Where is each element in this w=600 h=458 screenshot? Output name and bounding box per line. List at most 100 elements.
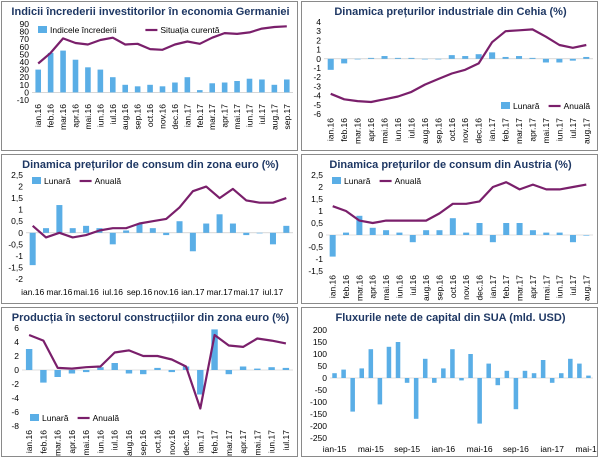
bar-mark — [221, 82, 228, 93]
x-tick-label: feb.16 — [38, 430, 48, 454]
y-tick-label: 2,5 — [11, 170, 23, 180]
bar-mark — [515, 56, 523, 59]
bar-mark — [332, 373, 337, 378]
chart-panel-us-capital-flows: Fluxurile nete de capital din SUA (mld. … — [301, 307, 598, 457]
y-tick-label: -150 — [310, 409, 327, 419]
bar-mark — [432, 378, 437, 383]
x-tick-label: iun.16 — [95, 104, 105, 127]
bar-mark — [239, 366, 247, 370]
y-tick-label: -200 — [310, 421, 327, 431]
x-tick-label: sep.17 — [282, 104, 292, 130]
x-tick-label: sep.16 — [127, 287, 153, 297]
y-tick-label: 2 — [18, 182, 23, 192]
x-tick-label: iun.16 — [95, 430, 105, 453]
x-tick-label: mai-16 — [467, 444, 493, 454]
y-tick-label: 150 — [313, 337, 327, 347]
line-series-mark — [28, 333, 287, 410]
legend-line-label: Anuală — [93, 413, 120, 423]
germany-investor-chart: Indicii încrederii investitorilor în eco… — [11, 6, 293, 130]
bar-mark — [256, 232, 263, 234]
y-tick-label: 0 — [18, 228, 23, 238]
y-tick-label: -1,5 — [8, 262, 23, 272]
bar-mark — [283, 225, 290, 233]
bar-mark — [549, 378, 555, 383]
bar-mark — [356, 215, 363, 235]
y-tick-label: 2,5 — [311, 170, 323, 180]
bar-mark — [486, 363, 491, 378]
y-tick-label: 0 — [24, 87, 29, 97]
chart-panel-germany-investor: Indicii încrederii investitorilor în eco… — [1, 1, 298, 151]
legend-bar-label: Lunară — [42, 413, 69, 423]
bar-mark — [558, 373, 564, 378]
bar-mark — [341, 369, 346, 378]
chart-panel-austria-cpi: Dinamica prețurilor de consum din Austri… — [301, 154, 598, 304]
bar-mark — [421, 58, 428, 60]
bar-mark — [540, 360, 546, 378]
y-tick-label: 0 — [316, 54, 321, 64]
legend-line-label: Anuală — [95, 176, 122, 186]
y-tick-label: 0,5 — [11, 216, 23, 226]
bar-mark — [476, 223, 483, 235]
austria-cpi-chart: Dinamica prețurilor de consum din Austri… — [308, 159, 593, 301]
x-tick-label: ian.17 — [487, 118, 497, 141]
us-capital-flows-chart: Fluxurile nete de capital din SUA (mld. … — [310, 312, 597, 454]
y-tick-label: 30 — [20, 65, 30, 75]
bar-mark — [282, 367, 290, 370]
x-tick-label: mai.17 — [232, 104, 242, 130]
x-tick-label: iul.17 — [568, 118, 578, 139]
x-tick-label: ian-15 — [323, 444, 347, 454]
y-tick-label: -0,5 — [8, 239, 23, 249]
legend-bar-swatch — [32, 177, 41, 184]
x-tick-label: iun.17 — [555, 275, 565, 298]
bar-mark — [522, 370, 528, 378]
bar-mark — [234, 81, 240, 93]
bar-mark — [583, 56, 590, 59]
x-tick-label: apr.16 — [71, 104, 81, 128]
bar-mark — [350, 378, 355, 412]
bar-mark — [435, 58, 442, 60]
line-series-mark — [37, 25, 287, 65]
bar-mark — [69, 228, 76, 233]
bar-mark — [583, 235, 590, 236]
bar-mark — [111, 363, 118, 370]
bar-mark — [82, 370, 90, 373]
x-tick-label: iun.16 — [394, 275, 404, 298]
x-tick-label: sep.16 — [434, 275, 444, 301]
y-tick-label: 6 — [14, 323, 19, 333]
y-tick-label: -3 — [313, 81, 321, 91]
x-tick-label: iul.16 — [408, 275, 418, 296]
y-tick-label: -4 — [11, 393, 19, 403]
x-tick-label: mai.16 — [381, 275, 391, 301]
x-tick-label: aug.16 — [420, 118, 430, 144]
y-tick-label: -1 — [313, 63, 321, 73]
bar-mark — [343, 232, 350, 235]
legend-bar-swatch — [332, 177, 341, 184]
bar-mark — [122, 84, 129, 93]
y-tick-label: 2 — [316, 35, 321, 45]
bar-mark — [147, 84, 153, 93]
x-tick-label: mar.16 — [53, 430, 63, 456]
x-tick-label: feb.16 — [46, 104, 56, 128]
chart-title: Fluxurile nete de capital din SUA (mld. … — [335, 312, 565, 324]
x-tick-label: oct.16 — [448, 275, 458, 298]
x-tick-label: iun.16 — [393, 118, 403, 141]
bar-mark — [268, 367, 275, 370]
x-tick-label: ian.17 — [182, 104, 192, 127]
bar-mark — [246, 78, 253, 93]
bar-mark — [368, 349, 374, 378]
legend-line-label: Situația curentă — [160, 25, 219, 35]
bar-mark — [462, 56, 469, 59]
x-tick-label: aug.16 — [124, 430, 134, 456]
y-tick-label: 200 — [313, 325, 327, 335]
x-tick-label: iun.17 — [245, 104, 255, 127]
x-tick-label: sep-16 — [503, 444, 529, 454]
bar-mark — [354, 58, 361, 60]
x-tick-label: mar.17 — [207, 287, 233, 297]
czech-industrial-chart: Dinamica prețurilor industriale din Cehi… — [313, 6, 593, 144]
x-tick-label: dec.16 — [181, 430, 191, 456]
x-tick-label: feb.17 — [501, 118, 511, 142]
x-tick-label: dec.16 — [474, 118, 484, 144]
bar-mark — [283, 79, 290, 93]
bar-mark — [211, 329, 218, 370]
bar-mark — [502, 56, 509, 59]
